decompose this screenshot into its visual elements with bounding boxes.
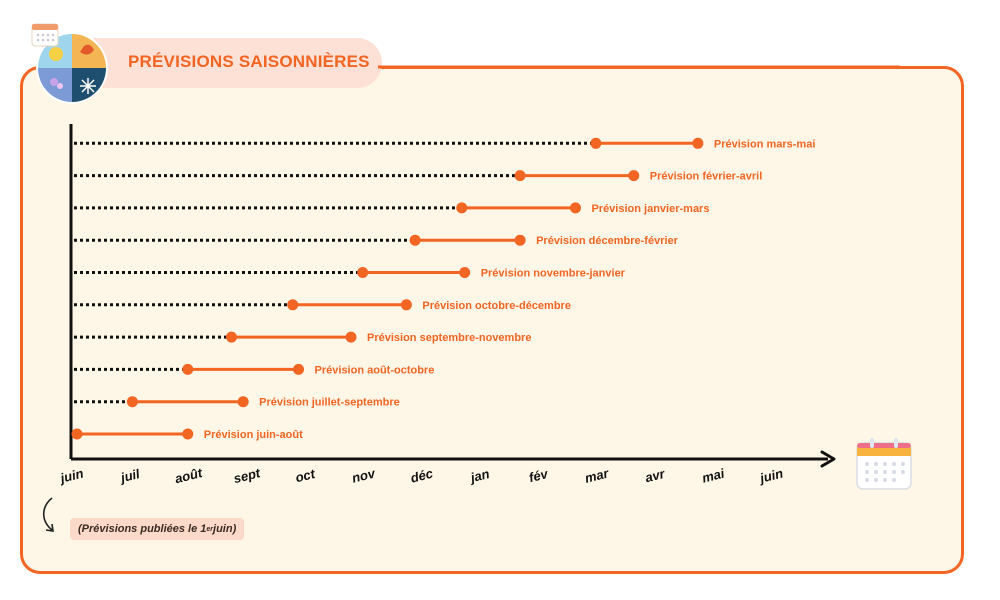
note-sup: er [206,525,214,533]
forecast-end-point [400,299,412,311]
calendar-icon [856,438,912,490]
forecast-end-point [293,363,305,375]
x-tick-label: août [173,465,204,486]
forecast-end-point [459,267,471,278]
x-tick-label: juil [117,466,141,486]
page-title: PRÉVISIONS SAISONNIÈRES [128,52,370,71]
x-tick-label: oct [294,466,317,485]
x-tick-label: sept [232,465,262,486]
forecast-start-point [514,170,526,182]
x-tick-label: déc [409,465,435,485]
forecast-label: Prévision février-avril [650,171,763,183]
forecast-start-point [456,202,468,214]
forecast-start-point [182,363,194,375]
forecast-end-point [569,202,581,214]
forecast-start-point [287,299,299,311]
forecast-end-point [237,396,249,408]
forecast-end-point [692,137,704,149]
forecast-end-point [628,170,640,182]
forecast-label: Prévision octobre-décembre [422,300,571,312]
x-tick-label: fév [527,466,550,485]
forecast-label: Prévision janvier-mars [591,203,709,215]
note-text-before: (Prévisions publiées le 1 [78,523,207,535]
x-tick-label: mai [701,466,727,486]
x-tick-label: nov [350,465,377,485]
x-tick-label: juin [57,466,85,487]
forecast-start-point [590,137,602,149]
chart-panel [20,66,964,574]
x-tick-label: avr [644,466,667,486]
forecast-start-point [357,267,369,278]
forecast-end-point [514,234,526,246]
forecast-end-point [182,428,194,440]
forecast-start-point [71,428,83,440]
note-text-after: juin) [213,523,237,535]
x-tick-label: mar [583,465,611,486]
forecast-label: Prévision septembre-novembre [367,332,531,344]
forecast-start-point [126,396,138,408]
forecast-label: Prévision mars-mai [714,138,816,150]
seasons-icon [31,23,108,104]
forecast-start-point [225,331,237,343]
publication-note: (Prévisions publiées le 1 er juin) [70,518,245,540]
forecast-label: Prévision juin-août [204,429,303,441]
x-tick-label: jan [467,466,491,486]
forecast-label: Prévision novembre-janvier [481,268,626,280]
x-tick-label: juin [757,466,785,487]
forecast-start-point [409,234,421,246]
forecast-end-point [345,331,357,343]
forecast-label: Prévision août-octobre [315,364,435,376]
x-axis-arrowhead [820,450,836,468]
forecast-label: Prévision juillet-septembre [259,397,400,409]
forecast-label: Prévision décembre-février [536,235,679,247]
curved-arrow-icon [42,497,54,532]
